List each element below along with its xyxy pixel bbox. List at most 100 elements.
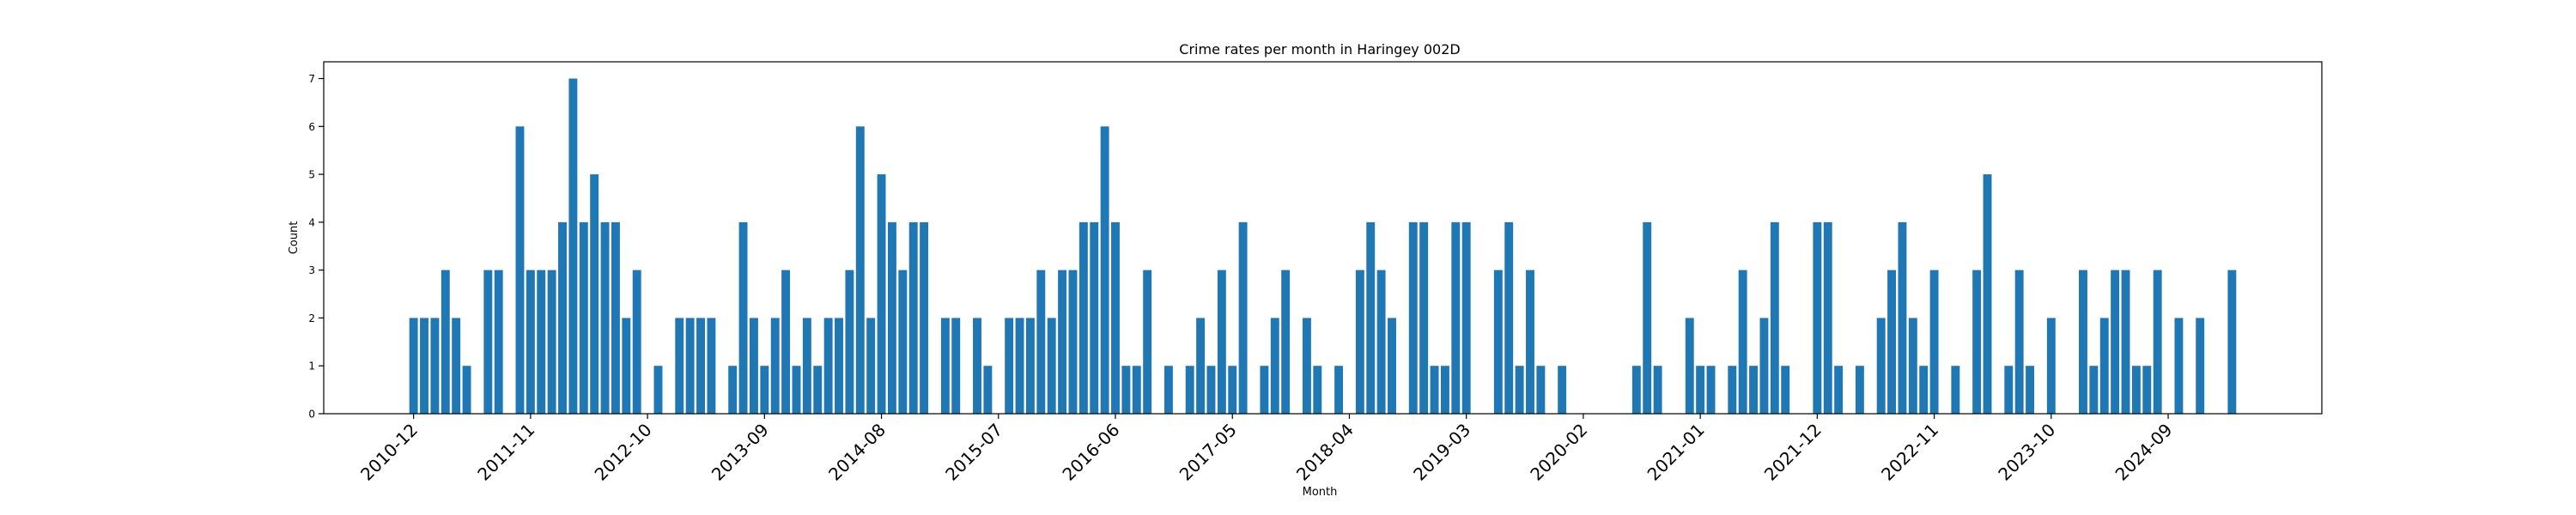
bar (1206, 366, 1216, 414)
bar (792, 366, 801, 414)
bar (452, 318, 461, 414)
bar (1972, 270, 1982, 414)
bar (1005, 318, 1014, 414)
bar (494, 270, 503, 414)
bar (1143, 270, 1152, 414)
bar (1876, 318, 1886, 414)
x-tick-label: 2022-11 (1877, 420, 1942, 485)
bar (1919, 366, 1929, 414)
bar (1526, 270, 1534, 414)
bar (420, 318, 428, 414)
x-tick-label: 2020-02 (1526, 420, 1591, 485)
bars-group (409, 78, 2237, 415)
bar (1163, 366, 1173, 414)
bar (738, 221, 748, 414)
bar (537, 270, 546, 414)
bar (2111, 270, 2120, 414)
x-tick-label: 2019-03 (1409, 420, 1474, 485)
bar (1366, 221, 1376, 414)
bar (887, 221, 896, 414)
bar (1813, 221, 1822, 414)
bar (835, 318, 843, 414)
bar (898, 270, 908, 414)
bar (1090, 221, 1099, 414)
bar (568, 78, 578, 415)
bar (440, 270, 450, 414)
bar (1313, 366, 1322, 414)
bar (1388, 318, 1396, 414)
bar (1111, 221, 1120, 414)
bar (813, 366, 823, 414)
x-tick-label: 2013-09 (708, 420, 773, 485)
bar (2174, 318, 2184, 414)
bar (1515, 366, 1524, 414)
bar (1270, 318, 1279, 414)
bar (547, 270, 556, 414)
bar (823, 318, 833, 414)
bar (1196, 318, 1206, 414)
x-tick-label: 2010-12 (356, 420, 422, 485)
chart-title: Crime rates per month in Haringey 002D (1179, 41, 1460, 58)
bar (1334, 366, 1344, 414)
bar (781, 270, 791, 414)
bar (1078, 221, 1088, 414)
y-tick-label: 6 (308, 121, 315, 133)
bar (770, 318, 780, 414)
y-tick-label: 1 (308, 360, 315, 373)
bar (1430, 366, 1439, 414)
bar (1440, 366, 1449, 414)
bar (866, 318, 876, 414)
bar (2099, 318, 2109, 414)
bar (1217, 270, 1226, 414)
bar (2004, 366, 2014, 414)
x-tick-label: 2018-04 (1292, 420, 1358, 485)
bar (462, 366, 471, 414)
x-tick-label: 2021-12 (1760, 420, 1826, 485)
bar (430, 318, 440, 414)
bar (983, 366, 993, 414)
bar (1047, 318, 1056, 414)
bar (749, 318, 758, 414)
bar (1132, 366, 1141, 414)
bar (1493, 270, 1503, 414)
x-tick-label: 2016-06 (1058, 420, 1123, 485)
bar (675, 318, 684, 414)
bar (1929, 270, 1939, 414)
bar (579, 221, 588, 414)
bar (973, 318, 981, 414)
bar (2026, 366, 2035, 414)
bar (1419, 221, 1429, 414)
bar (1685, 318, 1694, 414)
y-tick-label: 7 (308, 73, 315, 85)
bar (622, 318, 631, 414)
bar (558, 221, 567, 414)
y-tick-label: 3 (308, 264, 315, 276)
bar (1355, 270, 1364, 414)
bar (1121, 366, 1131, 414)
y-tick-label: 5 (308, 169, 315, 181)
bar (1951, 366, 1960, 414)
bar (920, 221, 929, 414)
bar (1558, 366, 1567, 414)
bar (1461, 221, 1471, 414)
bar (1823, 221, 1832, 414)
x-tick-label: 2021-01 (1643, 420, 1709, 485)
bar (1728, 366, 1737, 414)
bar (1908, 318, 1917, 414)
x-tick-label: 2024-09 (2111, 420, 2177, 485)
bar (2196, 318, 2205, 414)
bar (1100, 126, 1109, 414)
bar (611, 221, 620, 414)
bar (1834, 366, 1844, 414)
bar (600, 221, 610, 414)
x-axis-label: Month (1303, 486, 1338, 499)
x-tick-label: 2023-10 (1994, 420, 2059, 485)
bar (908, 221, 918, 414)
bar (2014, 270, 2024, 414)
bar (1696, 366, 1705, 414)
bar (1228, 366, 1237, 414)
bar (728, 366, 738, 414)
y-axis: 0 1 2 3 4 5 6 7 (308, 73, 324, 421)
